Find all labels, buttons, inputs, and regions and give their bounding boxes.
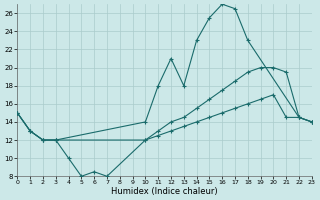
X-axis label: Humidex (Indice chaleur): Humidex (Indice chaleur) [111,187,218,196]
